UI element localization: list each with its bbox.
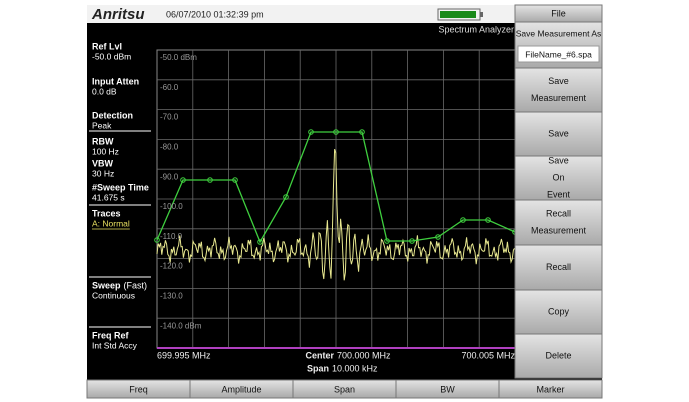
limit-point	[207, 177, 213, 183]
limit-point	[485, 217, 491, 223]
param-label: VBW	[92, 158, 114, 168]
y-label: -100.0	[160, 202, 183, 211]
param-value: Continuous	[92, 290, 135, 300]
menu-button[interactable]	[514, 289, 603, 335]
y-label: -50.0 dBm	[160, 53, 197, 62]
battery-tip	[480, 12, 483, 17]
menu-button[interactable]	[514, 333, 603, 379]
param-label: Ref Lvl	[92, 41, 122, 51]
menu-button[interactable]	[514, 111, 603, 157]
menu-button-label: Save	[548, 155, 569, 165]
header-bar	[87, 5, 515, 23]
menu-button-label: Save	[548, 128, 569, 138]
limit-point	[384, 238, 390, 244]
bottom-button-label: Amplitude	[221, 384, 261, 394]
menu-button-label: On	[552, 172, 564, 182]
param-label: Input Atten	[92, 76, 139, 86]
trace	[156, 149, 516, 281]
limit-line	[156, 131, 516, 244]
menu-button-label: Delete	[545, 350, 571, 360]
y-label: -110.0	[160, 232, 183, 241]
param-value: Int Std Accy	[92, 340, 138, 350]
limit-point	[359, 129, 365, 135]
menu-button-label: Measurement	[531, 93, 587, 103]
bottom-button-label: Span	[334, 384, 355, 394]
battery-level	[440, 11, 476, 18]
limit-point	[257, 239, 263, 245]
param-value: 41.675 s	[92, 192, 125, 202]
limit-point	[308, 129, 314, 135]
y-label: -140.0 dBm	[160, 321, 202, 330]
menu-title: File	[551, 8, 566, 18]
param-value: 30 Hz	[92, 168, 114, 178]
param-label: Traces	[92, 208, 121, 218]
limit-point	[154, 237, 160, 243]
filename: FileName_#6.spa	[525, 49, 592, 59]
param-value: Peak	[92, 120, 112, 130]
bottom-button-label: BW	[440, 384, 455, 394]
param-label: Freq Ref	[92, 330, 130, 340]
menu-button-label: Recall	[546, 208, 571, 218]
param-value: A: Normal	[92, 218, 130, 228]
bottom-button-label: Marker	[536, 384, 564, 394]
datetime: 06/07/2010 01:32:39 pm	[166, 9, 264, 19]
y-label: -90.0	[160, 172, 179, 181]
param-label: Detection	[92, 110, 133, 120]
y-label: -80.0	[160, 143, 179, 152]
limit-point	[409, 238, 415, 244]
menu-button[interactable]	[514, 244, 603, 291]
span-value: 10.000 kHz	[332, 363, 378, 373]
param-label: RBW	[92, 136, 114, 146]
mode: Spectrum Analyzer	[438, 24, 514, 34]
menu-button-label: Recall	[546, 262, 571, 272]
limit-point	[180, 177, 186, 183]
param-label: Sweep	[92, 280, 121, 290]
y-label: -70.0	[160, 113, 179, 122]
limit-point	[232, 177, 238, 183]
param-note: (Fast)	[124, 280, 148, 290]
menu-button-label: Save	[548, 76, 569, 86]
limit-point	[460, 217, 466, 223]
filename-field	[517, 45, 600, 63]
menu-button-label: Event	[547, 189, 571, 199]
y-label: -130.0	[160, 292, 183, 301]
grid	[157, 50, 515, 348]
limit-point	[435, 234, 441, 240]
menu-button[interactable]	[514, 199, 603, 246]
stop-freq: 700.005 MHz	[461, 350, 515, 360]
bottom-button[interactable]	[498, 379, 603, 399]
menu-button[interactable]	[514, 67, 603, 113]
menu-button-label: Copy	[548, 306, 570, 316]
span-label: Span	[307, 363, 329, 373]
param-value: -50.0 dBm	[92, 51, 131, 61]
param-value: 100 Hz	[92, 146, 119, 156]
y-label: -120.0	[160, 262, 183, 271]
param-label: #Sweep Time	[92, 182, 149, 192]
limit-point	[333, 129, 339, 135]
param-value: 0.0 dB	[92, 86, 117, 96]
menu-button[interactable]	[514, 155, 603, 201]
center-freq: 700.000 MHz	[337, 350, 391, 360]
menu-button-label: Save Measurement As	[516, 28, 602, 38]
limit-point	[283, 194, 289, 200]
y-label: -60.0	[160, 83, 179, 92]
bottom-button-label: Freq	[129, 384, 148, 394]
start-freq: 699.995 MHz	[157, 350, 211, 360]
brand: Anritsu	[91, 6, 145, 23]
center-label: Center	[305, 350, 334, 360]
menu-button-label: Measurement	[531, 225, 587, 235]
